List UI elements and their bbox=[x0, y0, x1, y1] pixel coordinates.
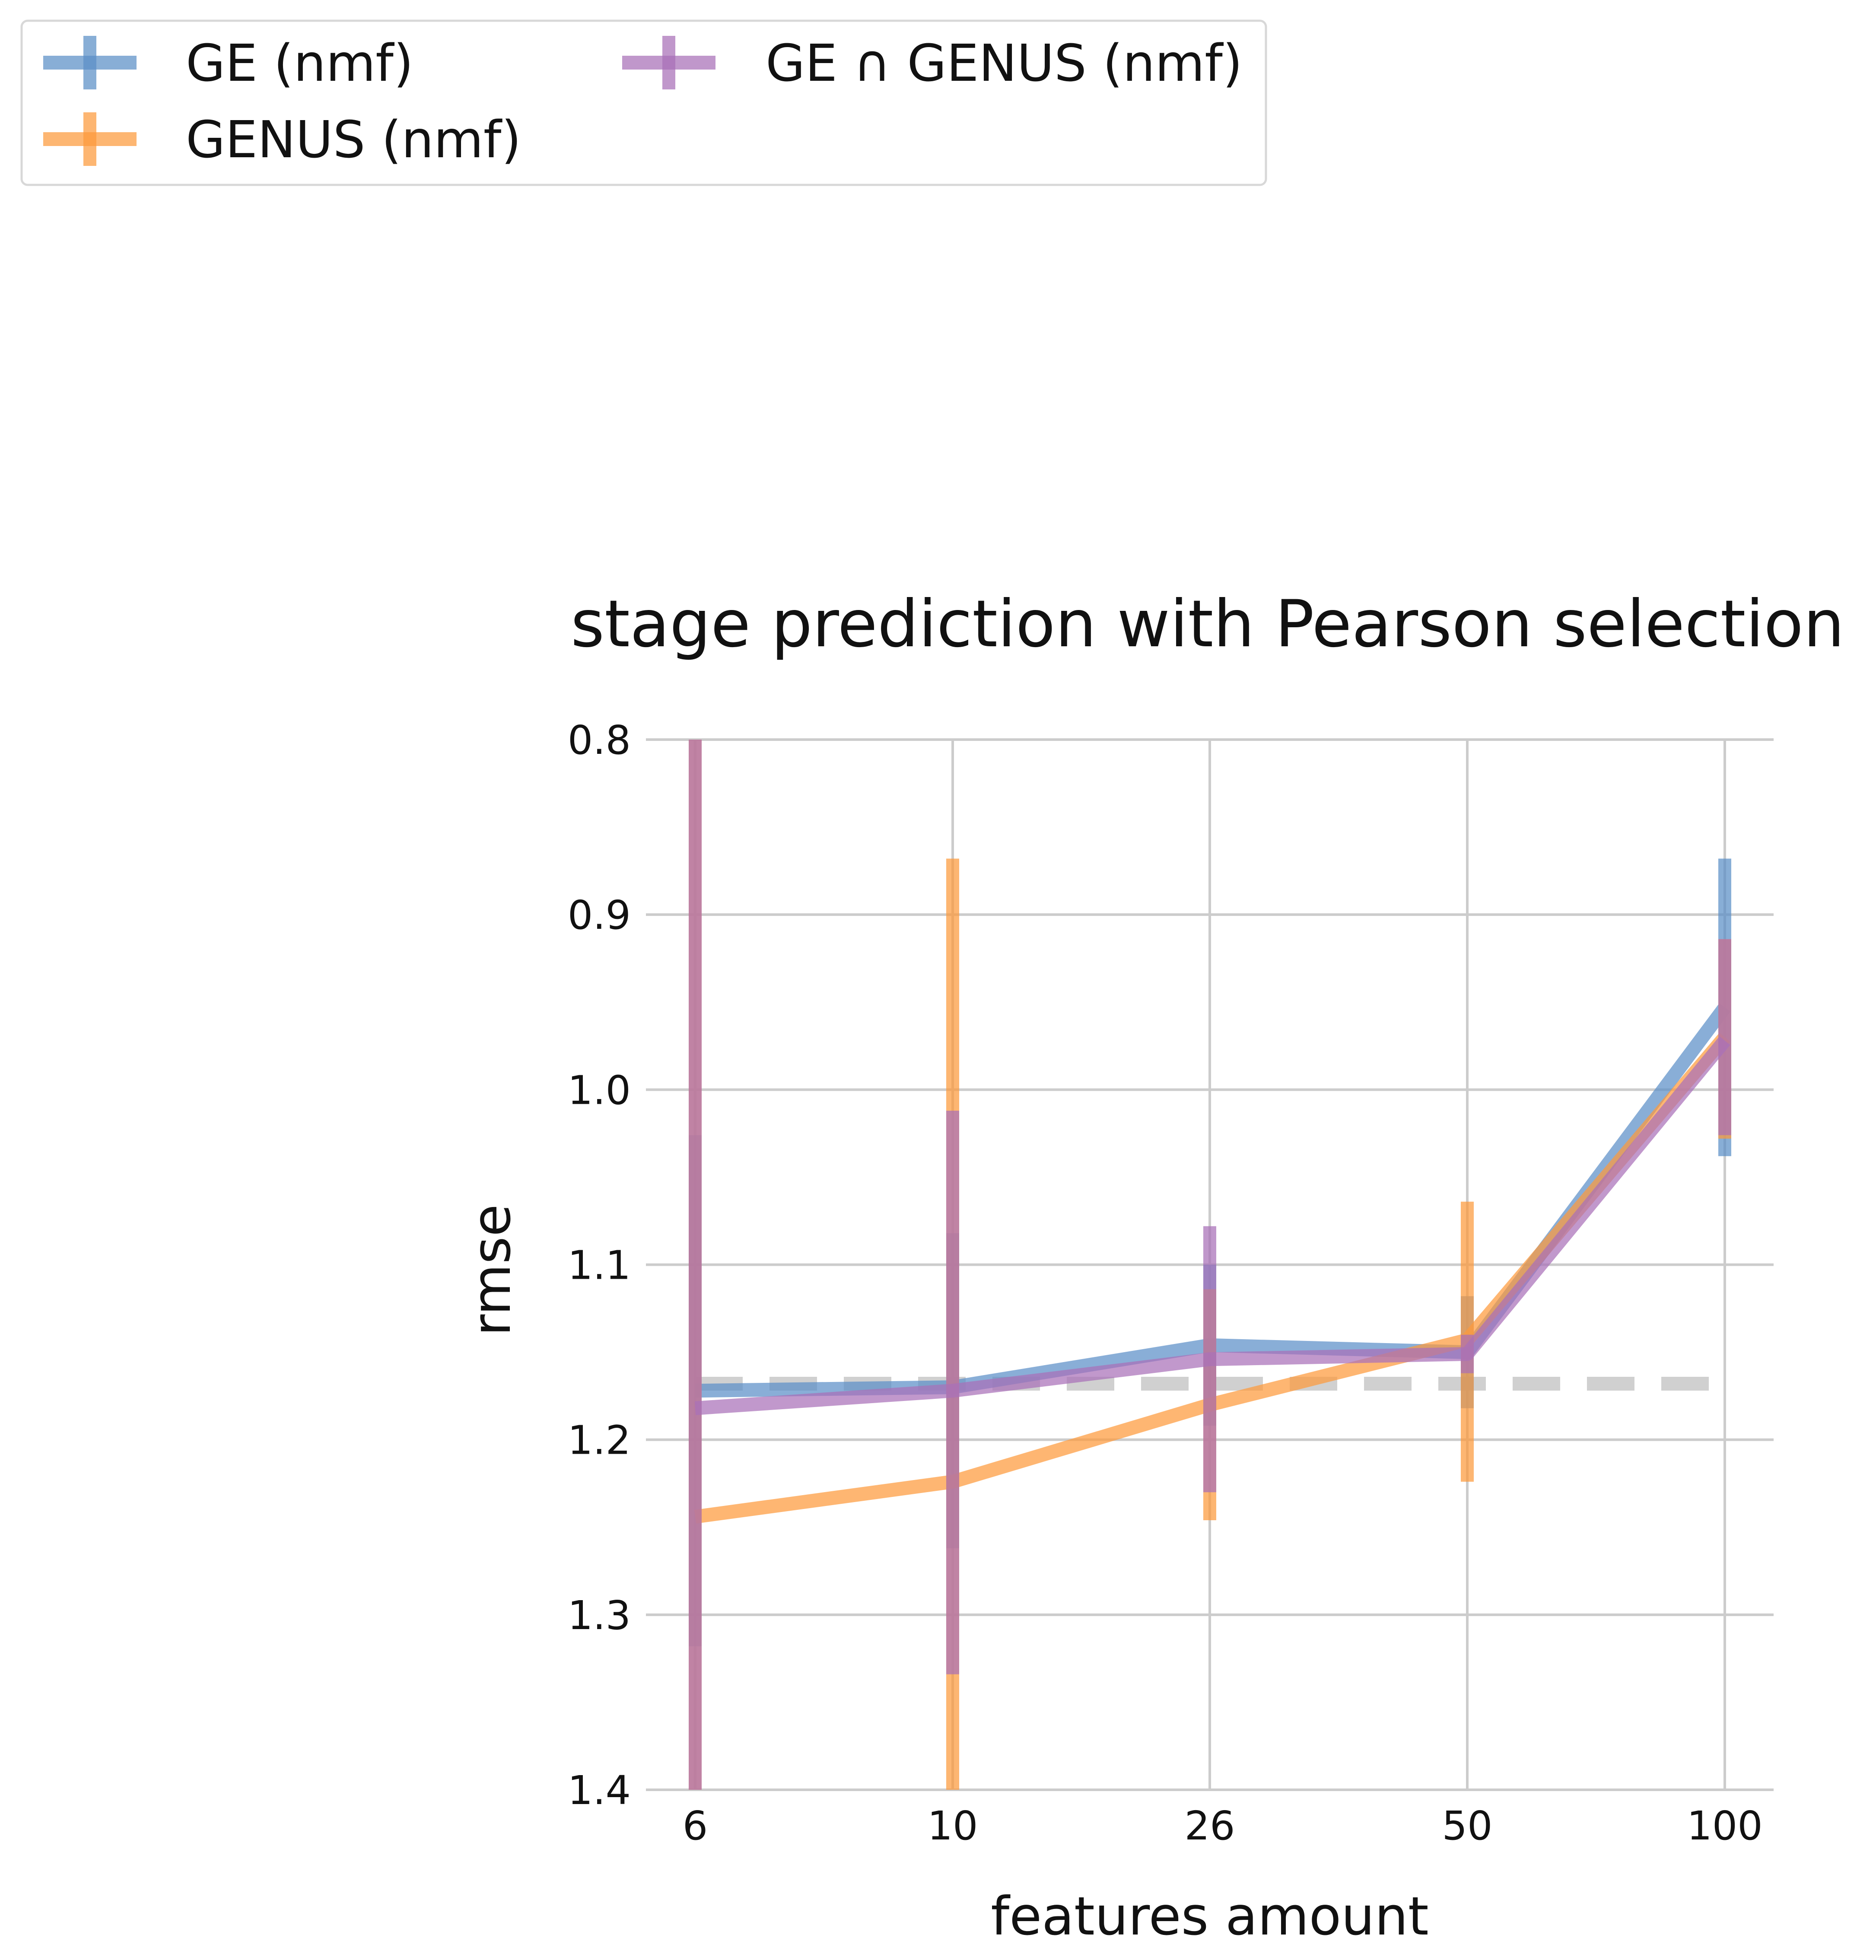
y-tick-label: 0.9 bbox=[568, 892, 631, 938]
y-tick-label: 1.1 bbox=[568, 1242, 631, 1289]
x-tick-label: 6 bbox=[683, 1803, 708, 1849]
y-tick-label: 1.0 bbox=[568, 1067, 631, 1113]
x-tick-label: 10 bbox=[927, 1803, 978, 1849]
x-axis-label: features amount bbox=[991, 1886, 1429, 1947]
y-tick-label: 1.3 bbox=[568, 1592, 631, 1639]
series-line bbox=[694, 1036, 1730, 1415]
legend-item: GENUS (nmf) bbox=[43, 110, 521, 169]
series-layer bbox=[689, 740, 1731, 1790]
chart-title: stage prediction with Pearson selection bbox=[571, 587, 1844, 662]
legend-frame bbox=[20, 19, 1267, 186]
x-ticks: 6 10 26 50 100 bbox=[683, 1803, 1763, 1849]
x-tick-label: 50 bbox=[1442, 1803, 1492, 1849]
y-tick-label: 0.8 bbox=[568, 717, 631, 763]
legend-label: GE (nmf) bbox=[186, 33, 413, 93]
series-2 bbox=[689, 740, 1731, 1790]
x-tick-label: 100 bbox=[1687, 1803, 1763, 1849]
x-tick-label: 26 bbox=[1184, 1803, 1235, 1849]
y-axis-label: rmse bbox=[461, 1204, 522, 1336]
legend-item: GE ∩ GENUS (nmf) bbox=[622, 33, 1243, 93]
y-tick-label: 1.4 bbox=[568, 1767, 631, 1814]
legend-label: GENUS (nmf) bbox=[186, 110, 521, 169]
y-tick-label: 1.2 bbox=[568, 1417, 631, 1464]
y-ticks: 0.8 0.9 1.0 1.1 1.2 1.3 1.4 bbox=[568, 717, 631, 1814]
legend-item: GE (nmf) bbox=[43, 33, 413, 93]
legend: GE (nmf) GENUS (nmf) GE ∩ GENUS (nmf) bbox=[20, 19, 1267, 186]
legend-label: GE ∩ GENUS (nmf) bbox=[766, 33, 1243, 93]
